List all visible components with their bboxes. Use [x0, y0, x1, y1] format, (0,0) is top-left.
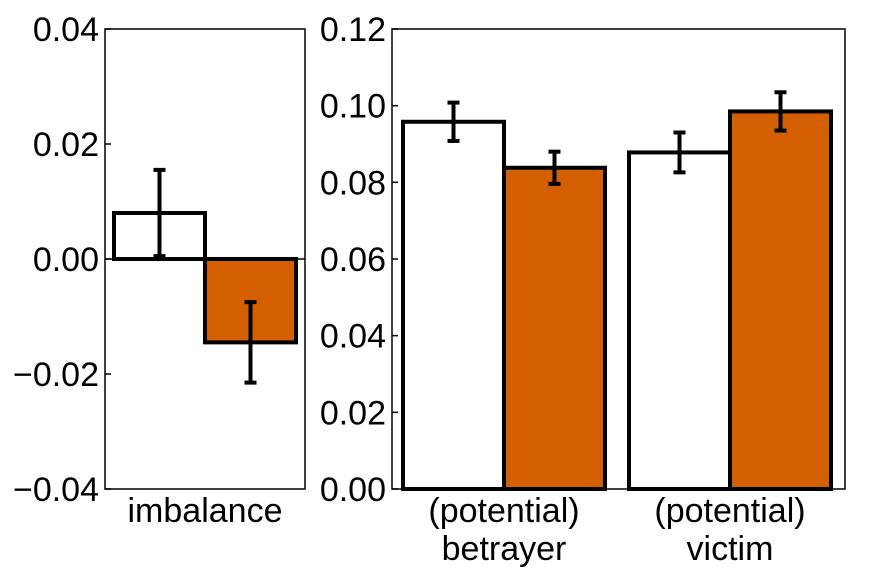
y-tick-label: 0.06: [320, 241, 386, 279]
bar: [502, 165, 607, 491]
category-label: victim: [687, 530, 774, 568]
y-tick-label: 0.00: [320, 471, 386, 509]
category-label: imbalance: [128, 492, 283, 530]
bar: [401, 119, 506, 492]
bar: [728, 109, 833, 492]
y-tick-label: 0.04: [33, 11, 99, 49]
y-tick-label: 0.02: [320, 394, 386, 432]
y-tick-label: 0.02: [33, 126, 99, 164]
imbalance-panel: −0.04 −0.02 0.00 0.02 0.04 imbalance: [13, 11, 306, 530]
y-tick-label: 0.12: [320, 11, 386, 49]
category-label: (potential): [654, 492, 805, 530]
y-tick-label: −0.04: [13, 471, 99, 509]
y-tick-label: 0.00: [33, 241, 99, 279]
y-tick-label: −0.02: [13, 356, 99, 394]
betrayer-victim-panel: 0.000.020.040.060.080.100.12(potential)b…: [320, 11, 846, 568]
bar: [627, 150, 732, 492]
y-tick-label: 0.08: [320, 164, 386, 202]
y-tick-label: 0.04: [320, 318, 386, 356]
category-label: (potential): [428, 492, 579, 530]
category-label: betrayer: [442, 530, 567, 568]
y-tick-label: 0.10: [320, 88, 386, 126]
